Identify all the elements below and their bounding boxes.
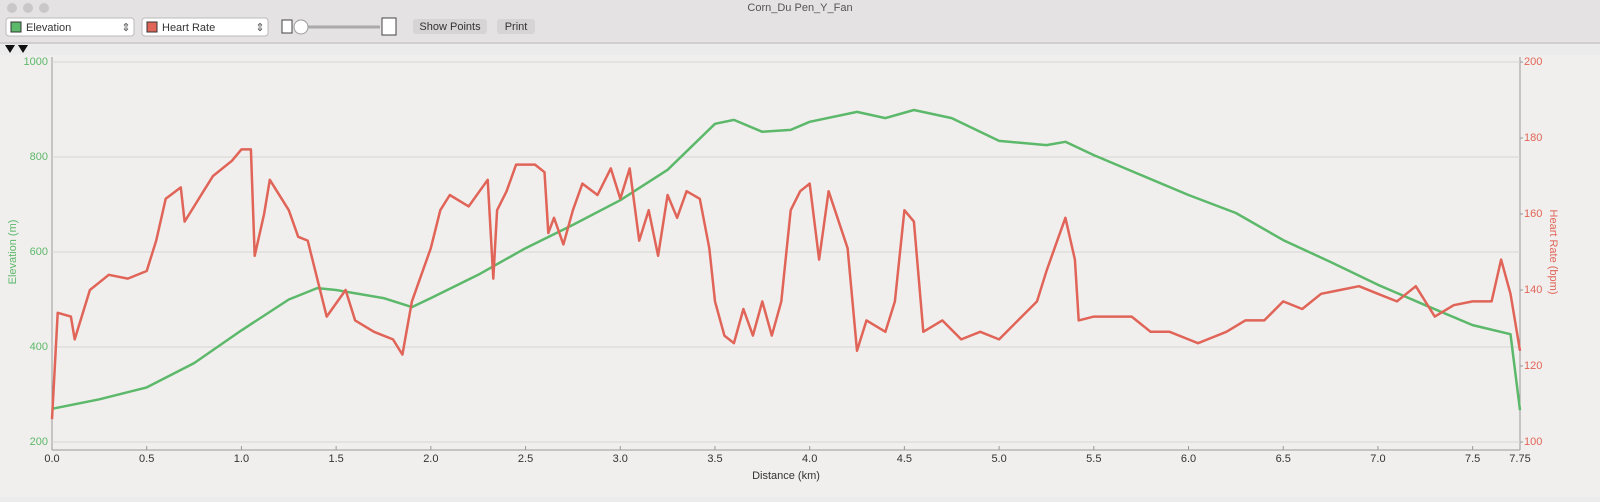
x-tick-label: 2.0 bbox=[423, 453, 438, 465]
series2-select[interactable] bbox=[141, 17, 269, 37]
show-points-button[interactable] bbox=[413, 19, 487, 34]
zoom-slider-knob[interactable] bbox=[293, 19, 309, 35]
show-points-label: Show Points bbox=[419, 21, 481, 33]
window-title: Corn_Du Pen_Y_Fan bbox=[747, 2, 852, 14]
chart-bg bbox=[0, 55, 1600, 497]
x-axis-title: Distance (km) bbox=[752, 470, 820, 482]
y-axis-title: Elevation (m) bbox=[7, 220, 19, 285]
zoom-out-icon[interactable] bbox=[281, 19, 293, 34]
y-tick-label: 1000 bbox=[24, 56, 48, 68]
x-tick-label: 4.5 bbox=[897, 453, 912, 465]
series1-select[interactable] bbox=[5, 17, 135, 37]
x-tick-label: 5.5 bbox=[1086, 453, 1101, 465]
x-tick-label: 6.0 bbox=[1181, 453, 1196, 465]
x-tick-label: 1.5 bbox=[328, 453, 343, 465]
print-label: Print bbox=[505, 21, 528, 33]
series2-select-label: Heart Rate bbox=[162, 22, 215, 34]
zoom-in-icon[interactable] bbox=[381, 17, 397, 36]
x-tick-label: 4.0 bbox=[802, 453, 817, 465]
select-arrow: ⇕ bbox=[255, 22, 264, 34]
y-tick-label: 800 bbox=[30, 151, 48, 163]
x-tick-label: 6.5 bbox=[1276, 453, 1291, 465]
series-line bbox=[50, 148, 1522, 420]
x-tick-label: 7.5 bbox=[1465, 453, 1480, 465]
x-tick-label: 5.0 bbox=[991, 453, 1006, 465]
y2-tick-label: 160 bbox=[1524, 208, 1542, 220]
x-tick-label: 2.5 bbox=[518, 453, 533, 465]
y-tick-label: 400 bbox=[30, 341, 48, 353]
marker[interactable] bbox=[5, 45, 15, 53]
x-tick-label: 1.0 bbox=[234, 453, 249, 465]
marker[interactable] bbox=[18, 45, 28, 53]
y2-tick-label: 180 bbox=[1524, 132, 1542, 144]
x-tick-label: 0.5 bbox=[139, 453, 154, 465]
x-tick-label: 3.5 bbox=[707, 453, 722, 465]
print-button[interactable] bbox=[497, 19, 535, 34]
y2-tick-label: 100 bbox=[1524, 436, 1542, 448]
series2-swatch bbox=[146, 21, 158, 33]
y-tick-label: 600 bbox=[30, 246, 48, 258]
y2-tick-label: 200 bbox=[1524, 56, 1542, 68]
x-tick-label: 0.0 bbox=[44, 453, 59, 465]
minimize-button[interactable] bbox=[23, 3, 33, 13]
close-button[interactable] bbox=[7, 3, 17, 13]
x-tick-label: 7.75 bbox=[1509, 453, 1530, 465]
x-tick-label: 7.0 bbox=[1370, 453, 1385, 465]
select-arrow: ⇕ bbox=[121, 22, 130, 34]
x-tick-label: 3.0 bbox=[613, 453, 628, 465]
y2-tick-label: 120 bbox=[1524, 360, 1542, 372]
series1-select-label: Elevation bbox=[26, 22, 71, 34]
y2-tick-label: 140 bbox=[1524, 284, 1542, 296]
zoom-button[interactable] bbox=[39, 3, 49, 13]
y-tick-label: 200 bbox=[30, 436, 48, 448]
series-line bbox=[51, 108, 1522, 411]
y2-axis-title: Heart Rate (bpm) bbox=[1547, 210, 1559, 295]
series1-swatch bbox=[10, 21, 22, 33]
